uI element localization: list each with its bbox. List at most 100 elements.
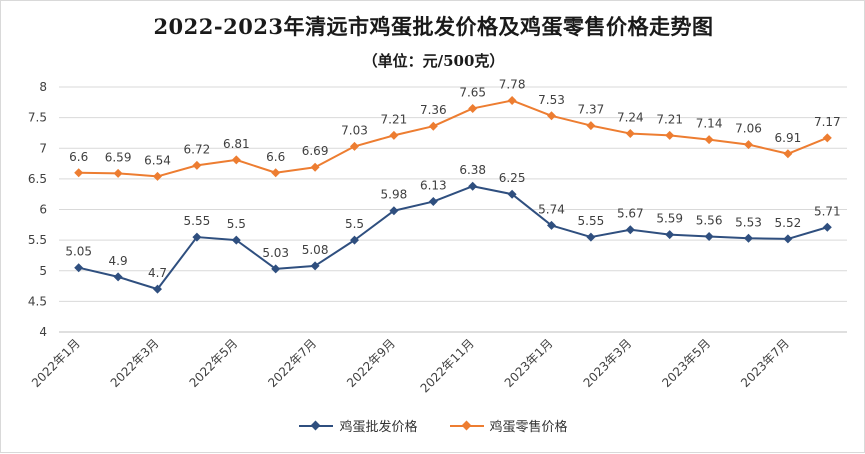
data-point — [192, 160, 202, 170]
data-point — [113, 168, 123, 178]
legend: 鸡蛋批发价格 鸡蛋零售价格 — [1, 416, 865, 435]
data-label: 6.6 — [266, 150, 285, 164]
data-point — [310, 261, 320, 271]
series-line-wholesale — [78, 185, 828, 291]
x-tick-label: 2023年7月 — [738, 336, 792, 390]
legend-swatch-retail — [449, 420, 484, 431]
data-point — [231, 155, 241, 165]
data-point — [271, 264, 281, 274]
data-label: 7.24 — [617, 111, 644, 125]
x-tick-label: 2022年7月 — [265, 336, 319, 390]
data-label: 7.65 — [459, 85, 486, 99]
y-tick-label: 8 — [39, 80, 47, 94]
data-label: 5.67 — [617, 207, 644, 221]
chart-subtitle: （单位：元/500克） — [362, 52, 505, 70]
legend-item-retail: 鸡蛋零售价格 — [449, 416, 568, 435]
data-label: 5.55 — [184, 214, 211, 228]
y-tick-label: 7 — [39, 141, 47, 155]
data-point — [271, 168, 281, 178]
data-label: 7.14 — [696, 117, 723, 131]
data-point — [310, 162, 320, 172]
data-label: 4.9 — [109, 254, 128, 268]
data-label: 5.03 — [262, 246, 289, 260]
y-tick-label: 6 — [39, 203, 47, 217]
x-tick-label: 2023年3月 — [581, 336, 635, 390]
data-point — [468, 181, 478, 191]
data-label: 6.6 — [69, 150, 88, 164]
data-point — [822, 222, 832, 232]
data-point — [350, 235, 359, 245]
data-point — [428, 121, 438, 131]
data-point — [625, 225, 635, 235]
data-point — [704, 231, 714, 241]
data-label: 6.81 — [223, 137, 250, 151]
data-label: 7.53 — [538, 93, 565, 107]
data-point — [586, 121, 596, 131]
data-label: 6.25 — [499, 171, 526, 185]
data-point — [74, 263, 84, 273]
data-point — [507, 95, 517, 105]
data-label: 7.21 — [656, 112, 683, 126]
data-point — [389, 206, 399, 216]
data-point — [822, 133, 832, 143]
data-label: 5.5 — [227, 217, 246, 231]
x-tick-label: 2022年3月 — [108, 336, 162, 390]
data-label: 7.17 — [814, 115, 841, 129]
legend-swatch-wholesale — [299, 420, 334, 431]
data-label: 5.08 — [302, 243, 329, 257]
y-tick-label: 5.5 — [28, 233, 47, 247]
data-point — [113, 272, 123, 282]
data-label: 5.59 — [656, 212, 683, 226]
data-label: 5.56 — [696, 213, 723, 227]
data-point — [547, 111, 556, 121]
data-point — [389, 130, 399, 140]
y-tick-label: 5 — [39, 264, 47, 278]
data-point — [74, 168, 84, 178]
data-label: 5.74 — [538, 202, 565, 216]
data-label: 5.98 — [381, 188, 408, 202]
y-tick-label: 7.5 — [28, 111, 47, 125]
data-point — [744, 140, 753, 150]
y-tick-label: 6.5 — [28, 172, 47, 186]
data-point — [547, 220, 556, 230]
x-tick-label: 2022年9月 — [344, 336, 398, 390]
data-point — [428, 197, 438, 207]
data-point — [744, 233, 753, 243]
data-label: 7.78 — [499, 77, 526, 91]
data-label: 6.13 — [420, 179, 447, 193]
data-point — [586, 232, 596, 242]
x-tick-label: 2023年5月 — [659, 336, 713, 390]
data-label: 7.03 — [341, 123, 368, 137]
legend-label-wholesale: 鸡蛋批发价格 — [339, 420, 418, 435]
data-label: 7.36 — [420, 103, 447, 117]
x-tick-label: 2022年5月 — [187, 336, 241, 390]
x-tick-label: 2022年11月 — [418, 336, 477, 395]
data-label: 5.05 — [65, 245, 92, 259]
series-line-retail — [78, 99, 828, 178]
data-point — [468, 103, 478, 113]
legend-item-wholesale: 鸡蛋批发价格 — [299, 416, 418, 435]
data-label: 5.71 — [814, 204, 841, 218]
data-point — [192, 232, 202, 242]
x-tick-label: 2022年1月 — [29, 336, 83, 390]
data-point — [350, 141, 359, 151]
data-label: 5.5 — [345, 217, 364, 231]
data-label: 5.55 — [578, 214, 605, 228]
data-point — [507, 189, 517, 199]
data-label: 6.69 — [302, 144, 329, 158]
data-label: 7.06 — [735, 122, 762, 136]
y-tick-label: 4.5 — [28, 294, 47, 308]
data-point — [625, 129, 635, 139]
x-tick-label: 2023年1月 — [502, 336, 556, 390]
data-point — [665, 130, 675, 140]
data-label: 5.53 — [735, 215, 762, 229]
chart-title: 2022-2023年清远市鸡蛋批发价格及鸡蛋零售价格走势图 — [153, 14, 714, 39]
data-point — [231, 235, 241, 245]
data-point — [153, 171, 162, 181]
data-point — [783, 234, 793, 244]
data-label: 5.52 — [775, 216, 802, 230]
data-point — [153, 284, 162, 294]
data-point — [704, 135, 714, 145]
